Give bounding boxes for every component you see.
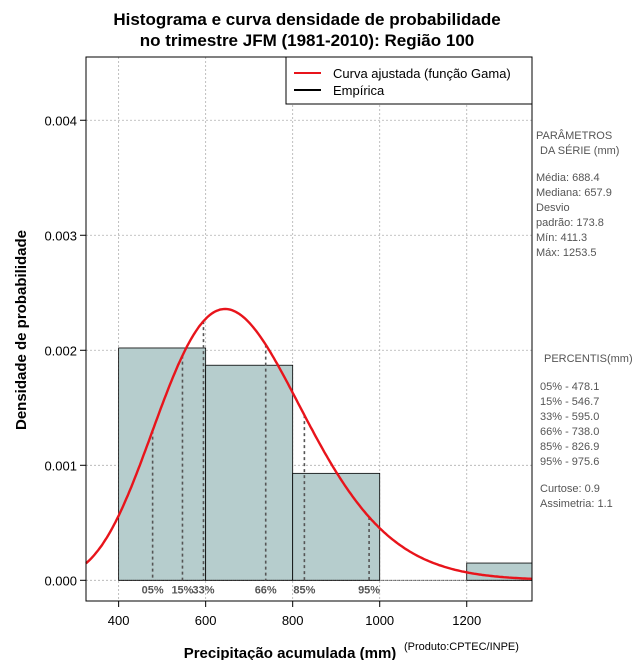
chart-title-line2: no trimestre JFM (1981-2010): Região 100 — [140, 31, 474, 50]
side-panel: PARÂMETROS DA SÉRIE (mm) Média: 688.4 Me… — [536, 129, 633, 510]
x-tick-label-0: 400 — [108, 613, 130, 628]
y-tick-label-3: 0.003 — [44, 228, 77, 243]
x-axis-label: Precipitação acumulada (mm) — [184, 645, 397, 660]
y-tick-label-2: 0.002 — [44, 343, 77, 358]
credit-label: (Produto:CPTEC/INPE) — [404, 641, 519, 653]
x-tick-label-2: 800 — [282, 613, 304, 628]
chart-title-line1: Histograma e curva densidade de probabil… — [113, 10, 500, 29]
percentile-label-5: 95% — [358, 584, 380, 596]
legend: Curva ajustada (função Gama) Empírica — [285, 56, 533, 105]
histogram-bar-1 — [205, 364, 294, 581]
x-tick-label-4: 1200 — [452, 613, 481, 628]
stat-mediana: Mediana: 657.9 — [536, 187, 612, 199]
legend-label-curve: Curva ajustada (função Gama) — [333, 66, 511, 81]
legend-box — [285, 56, 533, 105]
percentil-95: 95% - 975.6 — [540, 456, 599, 468]
stat-max: Máx: 1253.5 — [536, 247, 597, 259]
params-title-1: PARÂMETROS — [536, 129, 612, 142]
percentil-05: 05% - 478.1 — [540, 381, 599, 393]
gamma-curve-layer — [85, 307, 532, 580]
y-axis-label: Densidade de probabilidade — [13, 230, 30, 430]
legend-label-empirical: Empírica — [333, 83, 385, 98]
gamma-fit-curve — [85, 307, 532, 580]
x-tick-label-3: 1000 — [365, 613, 394, 628]
stat-assimetria: Assimetria: 1.1 — [540, 498, 613, 510]
percentile-label-3: 66% — [255, 584, 277, 596]
stat-desvio-1: Desvio — [536, 202, 570, 214]
percentile-lines: 05% 15%33% 66% 85% 95% — [142, 321, 380, 596]
stat-min: Mín: 411.3 — [536, 232, 587, 244]
percentil-33: 33% - 595.0 — [540, 411, 599, 423]
y-tick-label-1: 0.001 — [44, 458, 77, 473]
percentil-66: 66% - 738.0 — [540, 426, 599, 438]
stat-curtose: Curtose: 0.9 — [540, 483, 600, 495]
percentile-label-4: 85% — [293, 584, 315, 596]
x-axis: 400 600 800 1000 1200 — [108, 601, 481, 628]
percentile-label-2: 33% — [192, 584, 214, 596]
percentile-label-0: 05% — [142, 584, 164, 596]
stat-desvio-2: padrão: 173.8 — [536, 217, 604, 229]
histogram-bars — [118, 347, 533, 581]
y-axis: 0.000 0.001 0.002 0.003 0.004 — [44, 113, 86, 588]
percentil-85: 85% - 826.9 — [540, 441, 599, 453]
x-tick-label-1: 600 — [195, 613, 217, 628]
y-tick-label-4: 0.004 — [44, 113, 77, 128]
histogram-bar-2 — [292, 472, 381, 581]
percentis-title: PERCENTIS(mm) — [544, 353, 633, 365]
percentil-15: 15% - 546.7 — [540, 396, 599, 408]
y-tick-label-0: 0.000 — [44, 573, 77, 588]
histogram-bar-0 — [118, 347, 207, 581]
percentile-label-1: 15% — [171, 584, 193, 596]
params-title-2: DA SÉRIE (mm) — [540, 144, 619, 157]
stat-media: Média: 688.4 — [536, 172, 600, 184]
